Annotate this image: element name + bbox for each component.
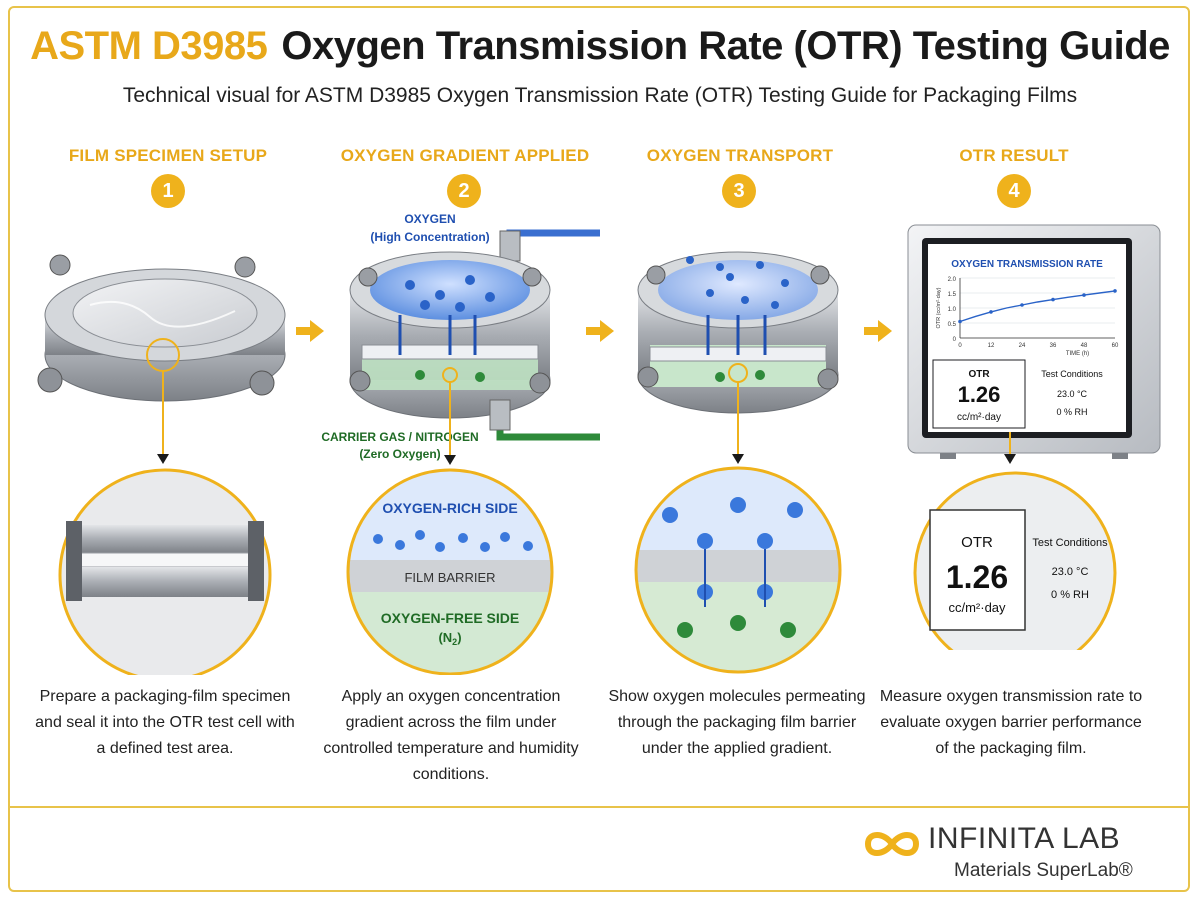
otr-label: OTR — [968, 369, 990, 380]
brand-logo: INFINITA LAB Materials SuperLab® — [862, 818, 1162, 888]
y-tick-label: 1.0 — [948, 307, 957, 313]
flow-arrow-icon — [296, 320, 324, 342]
zoom-test-conditions-label: Test Conditions — [1032, 537, 1108, 549]
step-4-description: Measure oxygen transmission rate to eval… — [879, 688, 1143, 757]
otr-chart: 0 0.5 1.0 1.5 2.0 0 12 24 36 48 60 TIME (h) OTR (cc/… — [936, 277, 1119, 357]
zoom-otr-value: 1.26 — [946, 559, 1008, 595]
film-barrier-label: FILM BARRIER — [404, 570, 495, 585]
zoom-otr-label: OTR — [961, 534, 993, 551]
otr-data-point — [1020, 303, 1024, 307]
step-4-badge: 4 — [997, 174, 1031, 208]
otr-data-point — [989, 310, 993, 314]
step-1-heading: FILM SPECIMEN SETUP — [68, 146, 268, 165]
step-3-heading: OXYGEN TRANSPORT — [646, 146, 834, 165]
page-frame — [8, 6, 1190, 892]
otr-data-point — [1051, 297, 1055, 302]
step-1-description: Prepare a packaging-film specimen and se… — [35, 688, 295, 757]
otr-data-point — [1082, 293, 1086, 297]
zoom-humidity-value: 0 % RH — [1051, 589, 1089, 601]
step-3-badge: 3 — [722, 174, 756, 208]
y-tick-label: 2.0 — [948, 277, 957, 283]
oxygen-rich-side-label: OXYGEN-RICH SIDE — [382, 500, 517, 516]
otr-unit: cc/m²·day — [957, 412, 1001, 423]
oxygen-sublabel: (High Concentration) — [370, 230, 489, 244]
step-2-badge: 2 — [447, 174, 481, 208]
infinity-logo-icon — [864, 832, 920, 856]
step-1-badge: 1 — [151, 174, 185, 208]
nitrogen-formula-label: (N2) — [438, 630, 461, 647]
step-2-illustration: OXYGEN (High Concentration) CARRIER GAS … — [321, 212, 600, 675]
y-axis-label: OTR (cc/m²·day) — [936, 287, 942, 328]
oxygen-free-side-label: OXYGEN-FREE SIDE — [381, 610, 519, 626]
title-standard: ASTM D3985 — [30, 24, 268, 68]
humidity-value: 0 % RH — [1056, 407, 1087, 417]
flow-arrow-icon — [864, 320, 892, 342]
x-tick-label: 12 — [988, 343, 995, 349]
otr-chart-title: OXYGEN TRANSMISSION RATE — [951, 259, 1103, 270]
step-2-heading: OXYGEN GRADIENT APPLIED — [340, 146, 590, 165]
carrier-gas-label: CARRIER GAS / NITROGEN — [321, 430, 478, 444]
test-conditions-label: Test Conditions — [1041, 369, 1103, 379]
temperature-value: 23.0 °C — [1057, 389, 1088, 399]
page-subtitle: Technical visual for ASTM D3985 Oxygen T… — [122, 84, 1078, 107]
step-1-illustration — [37, 254, 286, 675]
carrier-gas-sublabel: (Zero Oxygen) — [359, 447, 440, 461]
step-3-description: Show oxygen molecules permeating through… — [608, 688, 866, 757]
footer-divider — [8, 806, 1190, 808]
step-2-description: Apply an oxygen concentration gradient a… — [323, 688, 579, 783]
x-tick-label: 24 — [1019, 343, 1026, 349]
y-tick-label: 1.5 — [948, 292, 957, 298]
otr-data-point — [1113, 289, 1117, 293]
oxygen-label: OXYGEN — [404, 212, 455, 226]
flow-arrow-icon — [586, 320, 614, 342]
x-tick-label: 48 — [1081, 343, 1088, 349]
zoom-otr-unit: cc/m²·day — [948, 600, 1006, 615]
otr-value: 1.26 — [958, 382, 1001, 407]
brand-name: INFINITA LAB — [928, 822, 1121, 855]
step-4-illustration: OXYGEN TRANSMISSION RATE 0 0.5 1.0 1.5 2.0 0 1… — [907, 224, 1161, 650]
x-axis-label: TIME (h) — [1066, 351, 1089, 357]
page-title: ASTM D3985 Oxygen Transmission Rate (OTR)… — [0, 24, 1200, 69]
otr-series-line — [959, 290, 1116, 323]
step-4-heading: OTR RESULT — [959, 146, 1069, 165]
otr-data-point — [958, 319, 962, 324]
y-tick-label: 0.5 — [948, 322, 957, 328]
x-tick-label: 60 — [1112, 343, 1119, 349]
zoom-temperature-value: 23.0 °C — [1052, 566, 1089, 578]
y-tick-label: 0 — [953, 337, 957, 343]
step-3-illustration — [634, 251, 842, 674]
title-text: Oxygen Transmission Rate (OTR) Testing G… — [281, 24, 1170, 68]
x-tick-label: 36 — [1050, 343, 1057, 349]
brand-tagline: Materials SuperLab® — [954, 860, 1133, 881]
x-tick-label: 0 — [958, 343, 962, 349]
